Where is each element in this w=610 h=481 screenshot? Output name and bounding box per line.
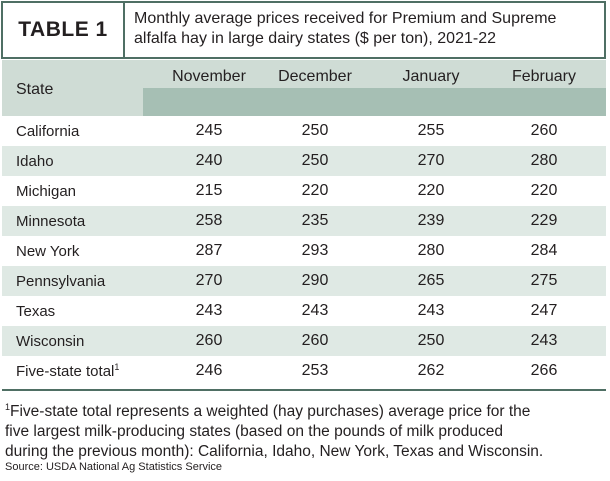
cell-value: 293: [301, 242, 329, 259]
footnote-line-3: during the previous month): California, …: [5, 443, 544, 460]
table-number-label: TABLE 1: [3, 3, 125, 57]
row-state: Michigan: [16, 182, 77, 200]
footnote-line-1: 1Five-state total represents a weighted …: [5, 397, 605, 422]
cell-value: 215: [195, 182, 223, 199]
table-row: California 245 250 255 260: [2, 116, 606, 146]
column-header-november: November: [172, 68, 246, 85]
cell-value: 229: [530, 212, 558, 229]
row-state-total: Five-state total1: [16, 362, 119, 380]
cell-value: 243: [195, 302, 223, 319]
cell-value: 220: [530, 182, 558, 199]
cell-value: 260: [301, 332, 329, 349]
total-label: Five-state total: [16, 363, 115, 380]
row-state: New York: [16, 242, 80, 260]
table-body: California 245 250 255 260 Idaho 240 250…: [2, 116, 606, 386]
cell-value: 220: [417, 182, 445, 199]
cell-value: 287: [195, 242, 223, 259]
table-row: New York 287 293 280 284: [2, 236, 606, 266]
cell-value: 239: [417, 212, 445, 229]
header-subband: [143, 88, 606, 116]
table-row: Wisconsin 260 260 250 243: [2, 326, 606, 356]
cell-value: 270: [417, 152, 445, 169]
cell-value: 280: [530, 152, 558, 169]
table-row: Texas 243 243 243 247: [2, 296, 606, 326]
row-state: Idaho: [16, 152, 54, 170]
table-title-line-1: Monthly average prices received for Prem…: [134, 10, 557, 27]
row-state: Texas: [16, 302, 56, 320]
footnote: 1Five-state total represents a weighted …: [5, 397, 605, 462]
cell-value: 265: [417, 272, 445, 289]
cell-value: 260: [195, 332, 223, 349]
table-header: State November December January February: [2, 60, 606, 116]
table-row: Idaho 240 250 270 280: [2, 146, 606, 176]
cell-value: 290: [301, 272, 329, 289]
cell-value: 220: [301, 182, 329, 199]
footnote-line-2: five largest milk-producing states (base…: [5, 423, 503, 440]
table-title-bar: TABLE 1 Monthly average prices received …: [1, 1, 606, 59]
table-row-total: Five-state total1 246 253 262 266: [2, 356, 606, 386]
cell-value: 284: [530, 242, 558, 259]
row-state: Wisconsin: [16, 332, 85, 350]
table-bottom-rule: [2, 389, 606, 391]
table-row: Minnesota 258 235 239 229: [2, 206, 606, 236]
column-header-state: State: [16, 81, 54, 98]
row-state: California: [16, 122, 80, 140]
row-state: Pennsylvania: [16, 272, 106, 290]
row-state: Minnesota: [16, 212, 86, 230]
footnote-text-1: Five-state total represents a weighted (…: [10, 403, 531, 420]
source-note: Source: USDA National Ag Statistics Serv…: [5, 461, 223, 473]
cell-value: 270: [195, 272, 223, 289]
cell-value: 243: [530, 332, 558, 349]
cell-value: 250: [301, 122, 329, 139]
cell-value: 245: [195, 122, 223, 139]
column-header-january: January: [402, 68, 460, 85]
footnote-marker: 1: [114, 362, 120, 372]
cell-value: 260: [530, 122, 558, 139]
cell-value: 253: [301, 362, 329, 379]
column-header-december: December: [278, 68, 352, 85]
footnote-marker: 1: [5, 402, 11, 412]
column-header-february: February: [511, 68, 577, 85]
cell-value: 262: [417, 362, 445, 379]
cell-value: 258: [195, 212, 223, 229]
cell-value: 250: [417, 332, 445, 349]
cell-value: 246: [195, 362, 223, 379]
cell-value: 247: [530, 302, 558, 319]
table-title: Monthly average prices received for Prem…: [125, 3, 604, 57]
cell-value: 243: [301, 302, 329, 319]
cell-value: 243: [417, 302, 445, 319]
table-row: Pennsylvania 270 290 265 275: [2, 266, 606, 296]
cell-value: 240: [195, 152, 223, 169]
cell-value: 275: [530, 272, 558, 289]
cell-value: 255: [417, 122, 445, 139]
cell-value: 280: [417, 242, 445, 259]
table-title-line-2: alfalfa hay in large dairy states ($ per…: [134, 30, 496, 47]
cell-value: 250: [301, 152, 329, 169]
cell-value: 266: [530, 362, 558, 379]
cell-value: 235: [301, 212, 329, 229]
table-row: Michigan 215 220 220 220: [2, 176, 606, 206]
